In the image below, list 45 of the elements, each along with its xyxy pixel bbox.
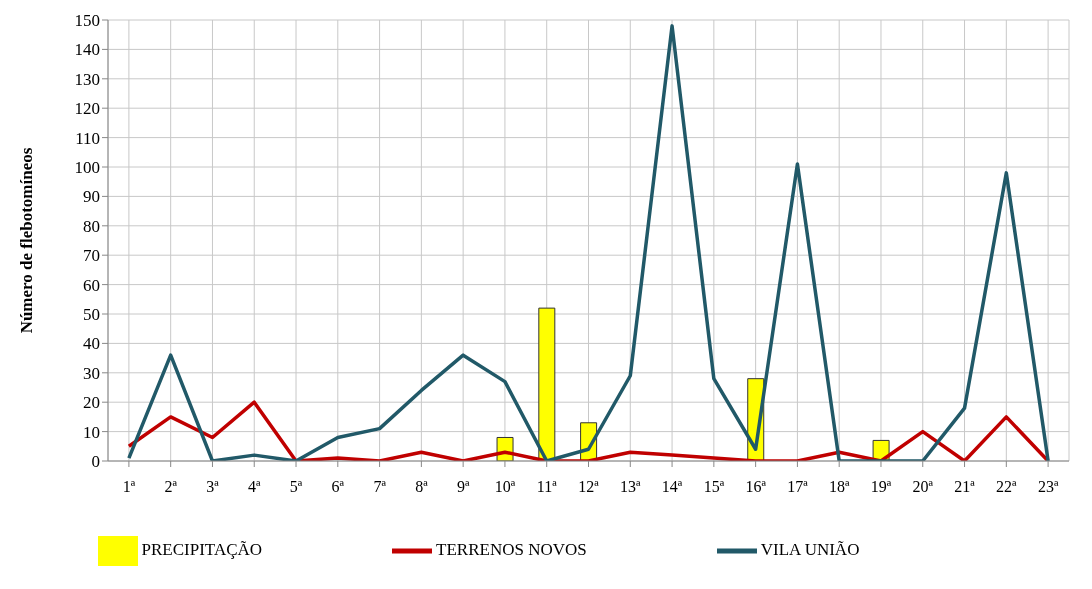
x-tick-label: 15ª bbox=[703, 478, 725, 496]
x-tick-label: 23ª bbox=[1037, 478, 1059, 496]
x-tick-label: 19ª bbox=[870, 478, 892, 496]
x-tick-label: 16ª bbox=[745, 478, 767, 496]
y-tick-label: 60 bbox=[83, 275, 100, 295]
y-tick-label: 40 bbox=[83, 334, 100, 354]
legend-label: PRECIPITAÇÃO bbox=[141, 539, 263, 559]
x-tick-label: 13ª bbox=[620, 478, 642, 496]
x-tick-label: 22ª bbox=[996, 478, 1018, 496]
y-tick-label: 10 bbox=[83, 422, 100, 442]
x-tick-label: 1ª bbox=[122, 478, 136, 496]
y-tick-label: 130 bbox=[74, 69, 100, 89]
y-tick-label: 90 bbox=[83, 187, 100, 207]
y-tick-label: 30 bbox=[83, 363, 100, 383]
line-series bbox=[127, 24, 1050, 461]
x-tick-label: 4ª bbox=[248, 478, 262, 496]
x-tick-label: 2ª bbox=[164, 478, 178, 496]
y-tick-label: 100 bbox=[74, 158, 100, 178]
x-tick-label: 21ª bbox=[954, 478, 976, 496]
x-tick-label: 5ª bbox=[289, 478, 303, 496]
y-tick-label: 20 bbox=[83, 393, 100, 413]
x-tick-label: 3ª bbox=[206, 478, 220, 496]
x-tick-label: 10ª bbox=[494, 478, 516, 496]
x-tick-label: 6ª bbox=[331, 478, 345, 496]
y-axis-title: Número de flebotomíneos bbox=[17, 147, 37, 334]
x-tick-label: 18ª bbox=[828, 478, 850, 496]
y-tick-label: 150 bbox=[74, 11, 100, 31]
y-tick-label: 50 bbox=[83, 305, 100, 325]
x-tick-label: 9ª bbox=[456, 478, 470, 496]
y-tick-label: 120 bbox=[74, 99, 100, 119]
x-tick-label: 11ª bbox=[536, 478, 558, 496]
x-tick-label: 17ª bbox=[787, 478, 809, 496]
legend-label: VILA UNIÃO bbox=[760, 539, 860, 559]
x-tick-label: 20ª bbox=[912, 478, 934, 496]
y-tick-label: 70 bbox=[83, 246, 100, 266]
x-tick-label: 14ª bbox=[661, 478, 683, 496]
legend-label: TERRENOS NOVOS bbox=[436, 539, 587, 559]
bar bbox=[538, 307, 556, 461]
y-tick-label: 80 bbox=[83, 216, 100, 236]
y-tick-label: 0 bbox=[91, 452, 100, 472]
y-tick-label: 110 bbox=[75, 128, 100, 148]
x-tick-label: 12ª bbox=[578, 478, 600, 496]
x-tick-label: 8ª bbox=[415, 478, 429, 496]
y-tick-label: 140 bbox=[74, 40, 100, 60]
x-tick-label: 7ª bbox=[373, 478, 387, 496]
